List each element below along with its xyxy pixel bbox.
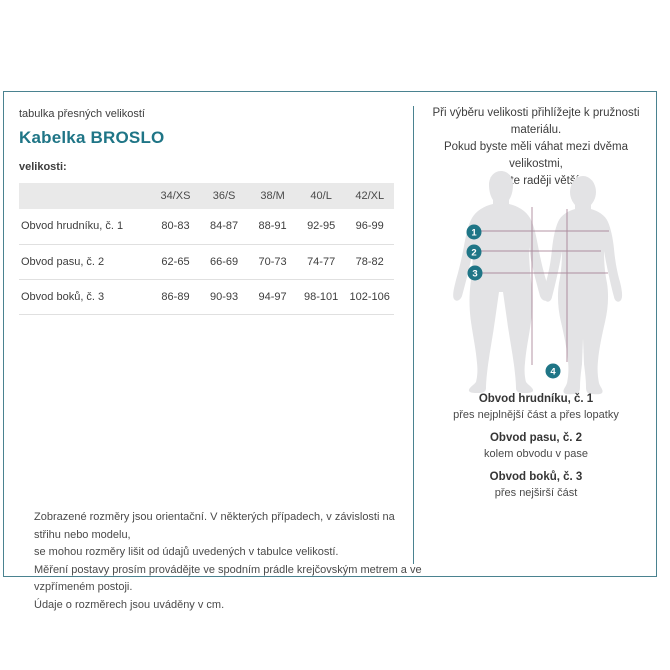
marker-2-circle [466,244,482,260]
cell: 102-106 [345,279,394,315]
cell: 78-82 [345,244,394,280]
size-column-header: 40/L [296,183,346,209]
table-row: Obvod pasu, č. 2 62-65 66-69 70-73 74-77… [19,244,394,280]
row-label: Obvod pasu, č. 2 [19,244,152,280]
cell: 98-101 [296,279,346,315]
legend-item: Obvod pasu, č. 2 kolem obvodu v pase [414,430,658,462]
measurement-legend: Obvod hrudníku, č. 1 přes nejplnější čás… [414,391,658,508]
legend-title: Obvod pasu, č. 2 [489,432,583,444]
cell: 70-73 [248,244,297,280]
footnote-line: se mohou rozměry lišit od údajů uvedenýc… [34,546,339,558]
body-silhouettes [453,171,623,395]
marker-4-number: 4 [550,367,556,378]
body-silhouettes-diagram: 1 2 3 4 [453,171,623,395]
legend-description: kolem obvodu v pase [484,448,588,460]
footnote-line: Měření postavy prosím provádějte ve spod… [34,563,422,594]
vertical-divider [413,106,414,564]
cell: 86-89 [151,279,200,315]
cell: 80-83 [151,209,200,245]
size-column-header: 36/S [199,183,249,209]
size-column-header: 38/M [248,183,297,209]
marker-4-circle [545,363,561,379]
measurement-markers: 1 2 3 4 [466,224,561,379]
marker-3-circle [467,265,483,281]
size-column-header: 34/XS [151,183,200,209]
footnote-line: Zobrazené rozměry jsou orientační. V něk… [34,511,395,541]
cell: 92-95 [296,209,346,245]
cell: 94-97 [248,279,297,315]
measurement-lines [481,207,609,365]
female-silhouette [543,177,623,395]
legend-item: Obvod hrudníku, č. 1 přes nejplnější čás… [414,391,658,423]
cell: 74-77 [296,244,346,280]
marker-1-number: 1 [471,228,477,239]
size-table-header-row: 34/XS 36/S 38/M 40/L 42/XL [19,183,394,209]
male-silhouette [453,171,549,393]
measurement-guide-section: Při výběru velikosti přihlížejte k pružn… [414,92,658,576]
size-table-section: tabulka přesných velikostí Kabelka BROSL… [19,92,422,611]
table-row: Obvod hrudníku, č. 1 80-83 84-87 88-91 9… [19,209,394,245]
sizes-label: velikosti: [19,161,67,173]
row-label: Obvod boků, č. 3 [19,279,152,315]
row-label: Obvod hrudníku, č. 1 [19,209,152,245]
page-title: Kabelka BROSLO [19,128,165,147]
cell: 96-99 [345,209,394,245]
fit-advice-line: Při výběru velikosti přihlížejte k pružn… [432,107,640,136]
cell: 88-91 [248,209,297,245]
section-subtitle: tabulka přesných velikostí [19,108,145,120]
fit-advice-line: Pokud byste měli váhat mezi dvěma veliko… [443,141,629,170]
legend-description: přes nejširší část [494,487,578,499]
legend-title: Obvod boků, č. 3 [489,471,583,483]
table-row: Obvod boků, č. 3 86-89 90-93 94-97 98-10… [19,279,394,315]
marker-1-circle [466,224,482,240]
marker-3-number: 3 [472,269,477,280]
legend-item: Obvod boků, č. 3 přes nejširší část [414,469,658,501]
footnote-line: Údaje o rozměrech jsou uváděny v cm. [34,598,225,611]
cell: 62-65 [151,244,200,280]
size-table: 34/XS 36/S 38/M 40/L 42/XL Obvod hrudník… [19,183,394,315]
cell: 66-69 [199,244,249,280]
cell: 90-93 [199,279,249,315]
legend-description: přes nejplnější část a přes lopatky [453,409,619,421]
legend-title: Obvod hrudníku, č. 1 [478,393,594,405]
table-corner-cell [19,183,152,209]
cell: 84-87 [199,209,249,245]
footnote: Zobrazené rozměry jsou orientační. V něk… [34,509,424,614]
marker-2-number: 2 [471,248,476,259]
size-chart-panel: tabulka přesných velikostí Kabelka BROSL… [3,91,658,611]
fit-advice-text: Při výběru velikosti přihlížejte k pružn… [414,105,658,190]
size-column-header: 42/XL [345,183,394,209]
fit-advice-line: zvolte raději větší. [489,175,583,187]
